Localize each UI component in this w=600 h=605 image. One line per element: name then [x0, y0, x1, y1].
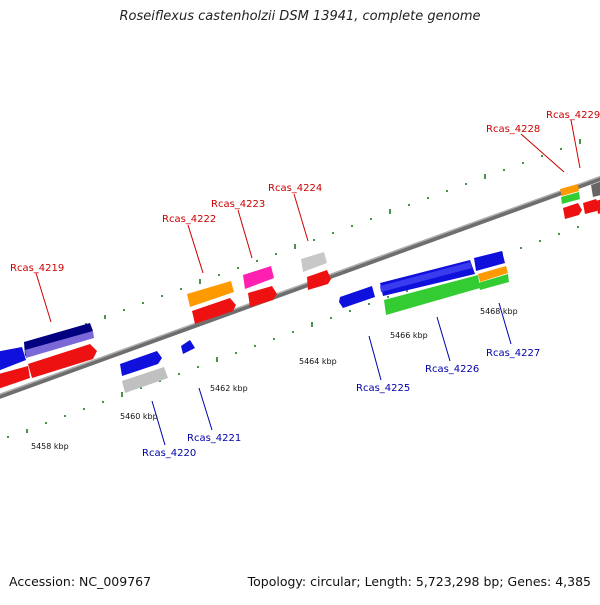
gene-label-rcas-4221[interactable]: Rcas_4221	[187, 433, 241, 444]
gene-feature[interactable]	[583, 199, 600, 214]
gene-feature[interactable]	[560, 184, 579, 196]
scale-label: 5462 kbp	[210, 384, 248, 393]
gene-feature[interactable]	[0, 366, 30, 390]
gene-label-rcas-4220[interactable]: Rcas_4220	[142, 448, 196, 459]
bottom-label-leaders	[151, 302, 512, 446]
gene-feature[interactable]	[181, 340, 195, 354]
bottom-gene-labels: Rcas_4220 Rcas_4221 Rcas_4225 Rcas_4226 …	[142, 348, 540, 459]
upper-tick-track	[9, 139, 581, 353]
scale-label: 5464 kbp	[299, 357, 337, 366]
gene-label-rcas-4224[interactable]: Rcas_4224	[268, 183, 322, 194]
gene-feature[interactable]	[301, 252, 327, 272]
gene-label-rcas-4226[interactable]: Rcas_4226	[425, 364, 479, 375]
gene-label-rcas-4227[interactable]: Rcas_4227	[486, 348, 540, 359]
scale-label: 5468 kbp	[480, 307, 518, 316]
gene-features	[0, 180, 600, 393]
gene-feature[interactable]	[563, 203, 582, 219]
genome-info-text: Topology: circular; Length: 5,723,298 bp…	[247, 574, 591, 589]
gene-feature[interactable]	[474, 251, 505, 271]
map-title: Roseiflexus castenholzii DSM 13941, comp…	[119, 9, 481, 24]
scale-label: 5458 kbp	[31, 442, 69, 451]
accession-text: Accession: NC_009767	[9, 574, 152, 589]
gene-label-rcas-4223[interactable]: Rcas_4223	[211, 199, 265, 210]
gene-feature[interactable]	[596, 198, 600, 214]
gene-feature[interactable]	[120, 351, 162, 376]
gene-feature[interactable]	[591, 180, 600, 197]
gene-label-rcas-4228[interactable]: Rcas_4228	[486, 124, 540, 135]
gene-feature[interactable]	[561, 192, 580, 204]
top-gene-labels: Rcas_4219 Rcas_4222 Rcas_4223 Rcas_4224 …	[10, 110, 600, 274]
gene-label-rcas-4229[interactable]: Rcas_4229	[546, 110, 600, 121]
gene-feature[interactable]	[187, 281, 234, 307]
top-label-leaders	[35, 119, 581, 323]
gene-feature[interactable]	[380, 262, 472, 292]
gene-feature[interactable]	[192, 298, 236, 324]
genome-backbone	[0, 175, 600, 399]
gene-feature[interactable]	[25, 331, 94, 358]
gene-label-rcas-4222[interactable]: Rcas_4222	[162, 214, 216, 225]
gene-feature[interactable]	[478, 274, 509, 290]
gene-feature[interactable]	[248, 286, 277, 307]
gene-feature[interactable]	[384, 275, 480, 315]
scale-label: 5466 kbp	[390, 331, 428, 340]
gene-label-rcas-4219[interactable]: Rcas_4219	[10, 263, 64, 274]
gene-feature[interactable]	[243, 266, 274, 289]
scale-label: 5460 kbp	[120, 412, 158, 421]
gene-feature[interactable]	[28, 344, 97, 378]
gene-feature[interactable]	[0, 347, 26, 372]
gene-feature[interactable]	[122, 367, 168, 393]
scale-labels: 5458 kbp 5460 kbp 5462 kbp 5464 kbp 5466…	[31, 307, 518, 451]
gene-label-rcas-4225[interactable]: Rcas_4225	[356, 383, 410, 394]
gene-feature[interactable]	[339, 286, 375, 308]
gene-feature[interactable]	[307, 270, 331, 290]
gene-feature[interactable]	[478, 266, 508, 282]
